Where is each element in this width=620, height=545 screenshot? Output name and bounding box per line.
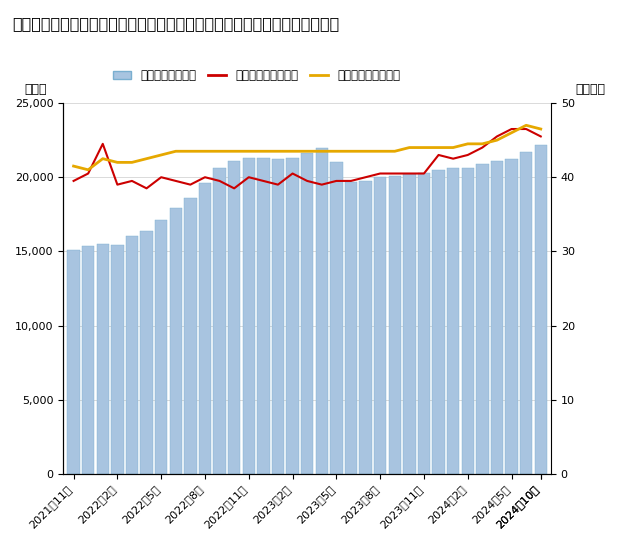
Bar <box>155 220 167 474</box>
Bar <box>68 250 80 474</box>
Bar <box>213 168 226 474</box>
Bar <box>184 198 197 474</box>
Bar <box>97 244 109 474</box>
Bar <box>126 236 138 474</box>
Bar <box>169 208 182 474</box>
Bar <box>461 167 474 474</box>
Bar <box>242 158 255 474</box>
Bar <box>520 152 533 474</box>
Bar <box>199 183 211 474</box>
Text: （件）: （件） <box>24 83 47 95</box>
Bar <box>360 181 372 474</box>
Bar <box>272 160 284 474</box>
Bar <box>491 161 503 474</box>
Bar <box>228 161 241 474</box>
Bar <box>316 148 328 474</box>
Bar <box>330 162 343 474</box>
Bar <box>389 175 401 474</box>
Bar <box>374 177 386 474</box>
Bar <box>418 173 430 474</box>
Bar <box>476 164 489 474</box>
Bar <box>403 174 415 474</box>
Bar <box>447 168 459 474</box>
Text: （万円）: （万円） <box>575 83 605 95</box>
Bar <box>286 158 299 474</box>
Bar <box>82 246 94 474</box>
Text: 近畿圏（関西）の中古マンション在庫件数、成約㎡単価、在庫㎡単価の推移: 近畿圏（関西）の中古マンション在庫件数、成約㎡単価、在庫㎡単価の推移 <box>12 16 340 32</box>
Bar <box>257 158 270 474</box>
Bar <box>505 160 518 474</box>
Bar <box>345 181 357 474</box>
Bar <box>140 231 153 474</box>
Bar <box>111 245 123 474</box>
Bar <box>432 170 445 474</box>
Legend: 在庫件数（左軸）, 成約㎡単価（右軸）, 在庫㎡単価（右軸）: 在庫件数（左軸）, 成約㎡単価（右軸）, 在庫㎡単価（右軸） <box>108 64 405 87</box>
Bar <box>301 154 313 474</box>
Bar <box>534 144 547 474</box>
